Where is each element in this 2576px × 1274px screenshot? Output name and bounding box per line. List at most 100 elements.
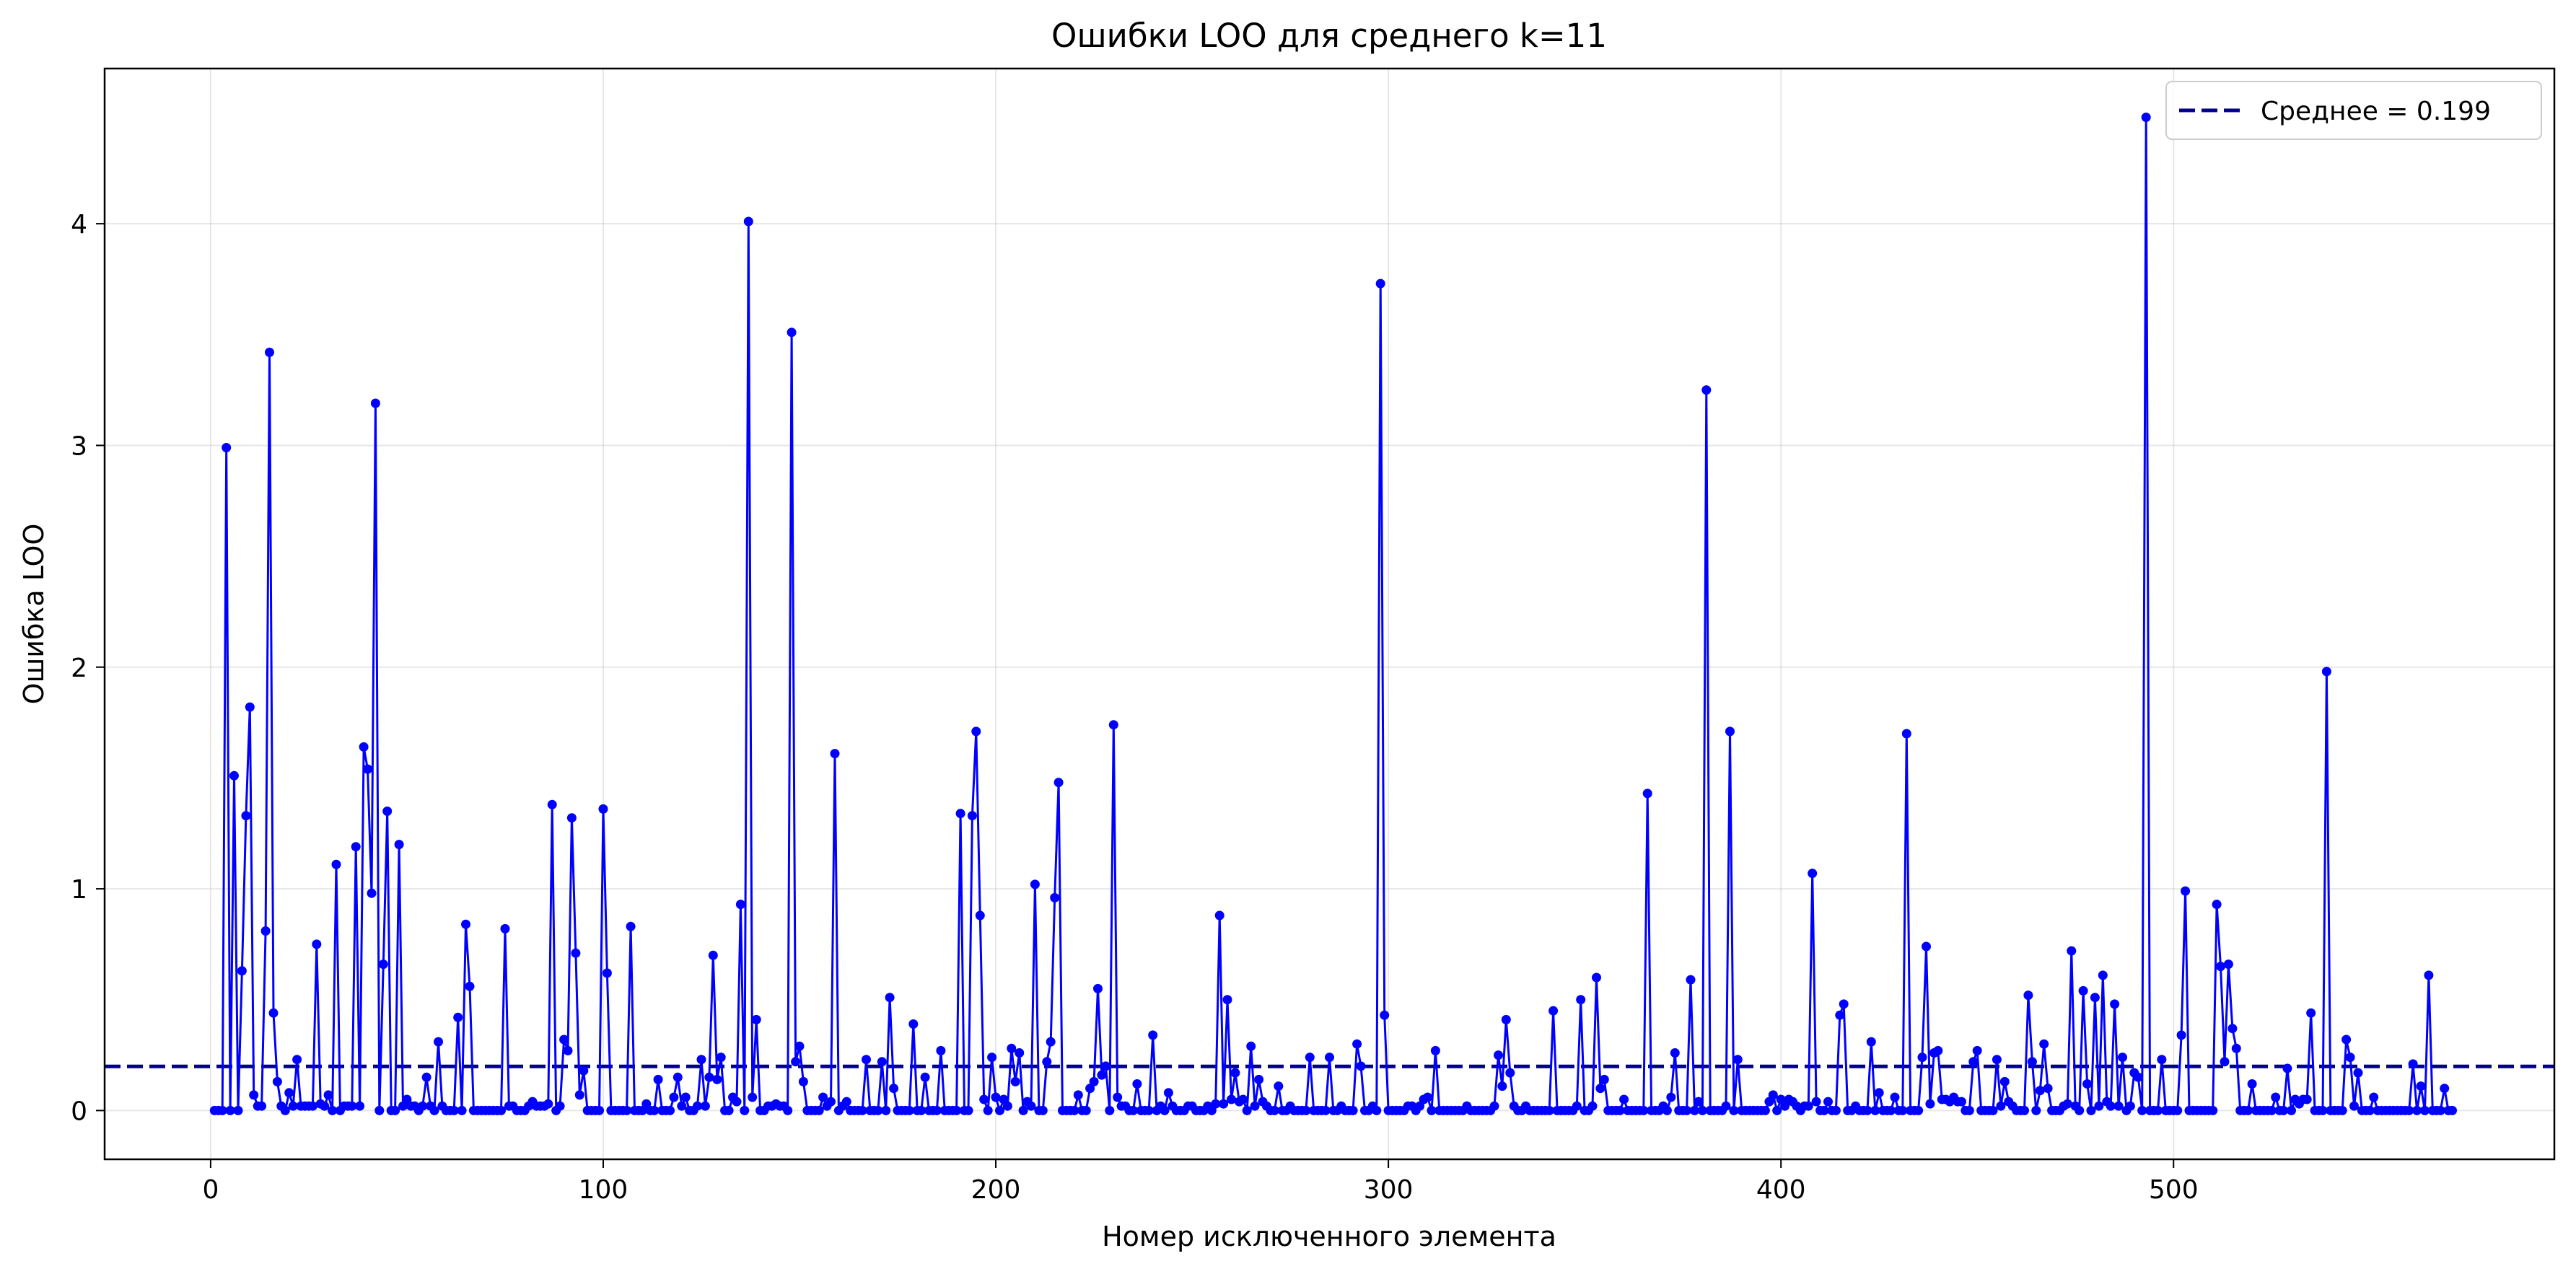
- data-point: [2287, 1105, 2296, 1115]
- data-point: [1874, 1088, 1884, 1098]
- data-point: [1301, 1105, 1311, 1115]
- data-point: [2416, 1081, 2426, 1091]
- data-point: [975, 910, 985, 921]
- data-point: [1732, 1055, 1743, 1065]
- data-point: [2424, 970, 2434, 980]
- data-point: [2157, 1055, 2167, 1065]
- data-point: [2220, 1057, 2230, 1067]
- data-point: [328, 1105, 338, 1115]
- data-point: [1081, 1105, 1091, 1115]
- data-point: [748, 1092, 758, 1102]
- data-point: [2279, 1105, 2289, 1115]
- x-tick-label: 400: [1756, 1175, 1806, 1205]
- series-layer: [209, 113, 2457, 1115]
- data-point: [669, 1092, 679, 1102]
- data-point: [1914, 1105, 1924, 1115]
- data-point: [374, 1105, 385, 1115]
- data-point: [1572, 1101, 1582, 1111]
- data-point: [2110, 999, 2120, 1009]
- data-point: [2039, 1039, 2049, 1049]
- data-point: [1348, 1105, 1358, 1115]
- data-point: [1823, 1097, 1833, 1107]
- data-point: [1356, 1061, 1366, 1071]
- data-point: [1089, 1076, 1099, 1086]
- data-point: [1898, 1105, 1908, 1115]
- data-point: [2247, 1079, 2257, 1089]
- data-point: [1007, 1043, 1017, 1053]
- data-point: [1211, 1099, 1221, 1109]
- data-point: [1015, 1048, 1025, 1058]
- data-point: [693, 1101, 702, 1111]
- data-point: [2337, 1105, 2347, 1115]
- data-point: [1666, 1092, 1676, 1102]
- data-point: [1595, 1084, 1605, 1094]
- data-point: [370, 398, 380, 408]
- data-point: [1870, 1105, 1880, 1115]
- data-point: [272, 1076, 282, 1086]
- data-point: [2098, 970, 2108, 980]
- data-point: [2440, 1084, 2450, 1094]
- data-point: [233, 1105, 243, 1115]
- data-point: [574, 1090, 584, 1100]
- data-point: [260, 926, 271, 936]
- data-point: [1097, 1070, 1107, 1080]
- data-point: [1576, 995, 1586, 1005]
- data-point: [1988, 1105, 1998, 1115]
- data-point: [732, 1097, 742, 1107]
- data-point: [1615, 1105, 1625, 1115]
- data-point: [1250, 1101, 1260, 1111]
- data-point: [331, 859, 341, 869]
- data-point: [241, 811, 251, 821]
- data-point: [1964, 1105, 1974, 1115]
- data-point: [2408, 1059, 2418, 1069]
- data-point: [249, 1090, 259, 1100]
- data-point: [1246, 1041, 1256, 1051]
- data-point: [881, 1105, 891, 1115]
- data-point: [2353, 1068, 2363, 1078]
- data-point: [2062, 1099, 2072, 1109]
- data-point: [2031, 1105, 2041, 1115]
- data-point: [1050, 892, 1060, 902]
- data-point: [1375, 278, 1385, 289]
- data-point: [1113, 1092, 1123, 1102]
- data-point: [2208, 1105, 2218, 1115]
- data-point: [1227, 1094, 1236, 1104]
- data-point: [1163, 1088, 1173, 1098]
- data-point: [2216, 962, 2225, 972]
- data-point: [217, 1105, 227, 1115]
- y-tick-label: 4: [71, 210, 87, 240]
- data-point: [2113, 1101, 2124, 1111]
- data-point: [622, 1105, 632, 1115]
- x-tick-label: 0: [202, 1175, 219, 1205]
- data-point: [421, 1072, 431, 1082]
- data-point: [1972, 1045, 1982, 1055]
- data-point: [500, 923, 510, 933]
- data-point: [818, 1092, 828, 1102]
- data-point: [2125, 1101, 2135, 1111]
- data-point: [2345, 1053, 2355, 1063]
- data-point: [280, 1105, 290, 1115]
- data-point: [885, 993, 895, 1003]
- data-point: [1010, 1076, 1020, 1086]
- data-point: [1701, 385, 1712, 395]
- axis-ticks: 0 100 200 300 400 500 0 1 2 3 4: [71, 210, 2199, 1205]
- data-point: [390, 1105, 400, 1115]
- data-point: [1230, 1068, 1240, 1078]
- data-point: [347, 1101, 357, 1111]
- data-point: [791, 1057, 801, 1067]
- data-point: [222, 443, 232, 452]
- data-point: [571, 948, 581, 958]
- data-point: [1274, 1081, 1284, 1091]
- data-point: [1922, 941, 1931, 952]
- data-point: [1917, 1053, 1927, 1063]
- data-point: [2306, 1008, 2316, 1018]
- data-point: [434, 1037, 443, 1047]
- data-point: [991, 1092, 1001, 1102]
- data-point: [724, 1105, 734, 1115]
- y-tick-label: 2: [71, 654, 87, 683]
- data-point: [1222, 995, 1232, 1005]
- data-point: [1427, 1105, 1437, 1115]
- legend: Среднее = 0.199: [2165, 81, 2542, 140]
- x-axis-label: Номер исключенного элемента: [1102, 1221, 1556, 1252]
